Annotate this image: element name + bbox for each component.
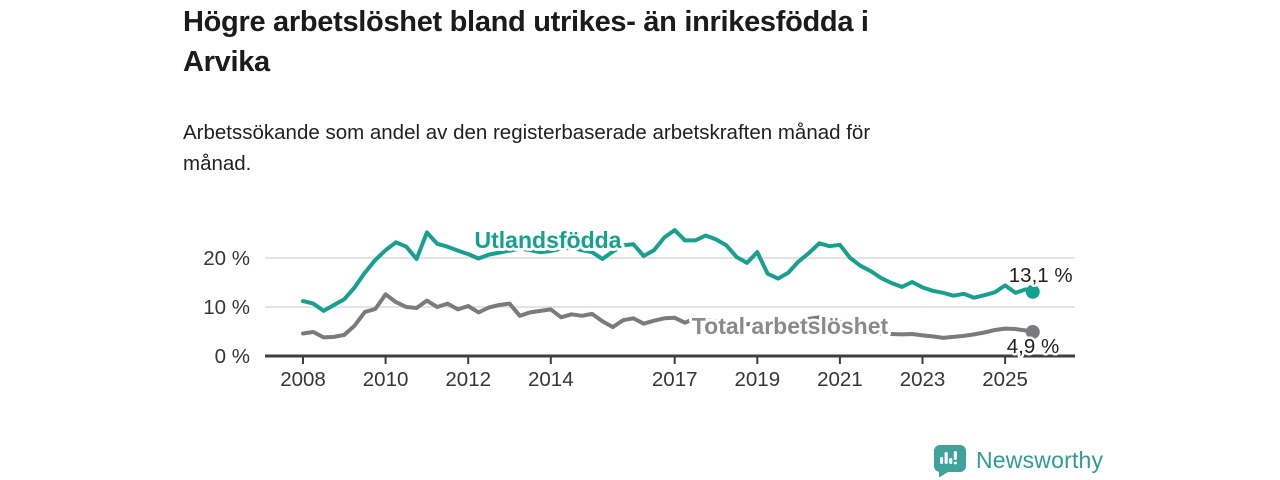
x-axis-tick-label: 2008 — [280, 368, 326, 391]
x-axis-tick-label: 2012 — [445, 368, 491, 391]
series-label-total-arbetsl-shet: Total arbetslöshet — [692, 313, 889, 339]
chart-svg: 0 % 10 % 20 % 2008 2010 2012 2014 2017 2019 2021 2… — [203, 224, 1075, 391]
page-subtitle-line-2: månad. — [183, 152, 252, 175]
x-axis-tick-label: 2017 — [652, 368, 698, 391]
newsworthy-logo: Newsworthy — [932, 443, 1103, 477]
y-axis-tick-label: 20 % — [203, 247, 250, 270]
page-title-line-2: Arvika — [183, 46, 270, 78]
x-axis-tick-label: 2010 — [363, 368, 409, 391]
x-axis-tick-label: 2014 — [528, 368, 574, 391]
end-value-label-utlandsf-dda: 13,1 % — [1009, 264, 1073, 287]
x-axis-tick-label: 2019 — [734, 368, 780, 391]
page-title: Högre arbetslöshet bland utrikes- än inr… — [183, 2, 1103, 82]
newsworthy-brand-text: Newsworthy — [976, 446, 1104, 473]
y-axis-tick-label: 0 % — [215, 345, 250, 368]
page-title-line-1: Högre arbetslöshet bland utrikes- än inr… — [183, 6, 869, 38]
series-label-utlandsf-dda: Utlandsfödda — [475, 227, 622, 253]
x-axis-tick-label: 2025 — [982, 368, 1028, 391]
line-chart-figure: 0 % 10 % 20 % 2008 2010 2012 2014 2017 2019 2021 2… — [0, 210, 1280, 405]
newsworthy-logo-icon — [933, 445, 966, 477]
page-subtitle-line-1: Arbetssökande som andel av den registerb… — [183, 121, 871, 144]
x-axis-tick-label: 2023 — [900, 368, 946, 391]
logo-bar-chart-glyph — [940, 451, 957, 465]
page-subtitle: Arbetssökande som andel av den registerb… — [183, 117, 1083, 179]
end-value-label-total-arbetsl-shet: 4,9 % — [1007, 335, 1059, 358]
series-end-dot-total-arbetsl-shet — [1025, 324, 1040, 339]
series-end-dot-utlandsf-dda — [1025, 284, 1040, 299]
series-line-utlandsf-dda — [301, 228, 1035, 313]
y-axis-tick-label: 10 % — [203, 296, 250, 319]
series-line-total-arbetsl-shet — [301, 292, 1035, 340]
x-axis-tick-label: 2021 — [817, 368, 863, 391]
